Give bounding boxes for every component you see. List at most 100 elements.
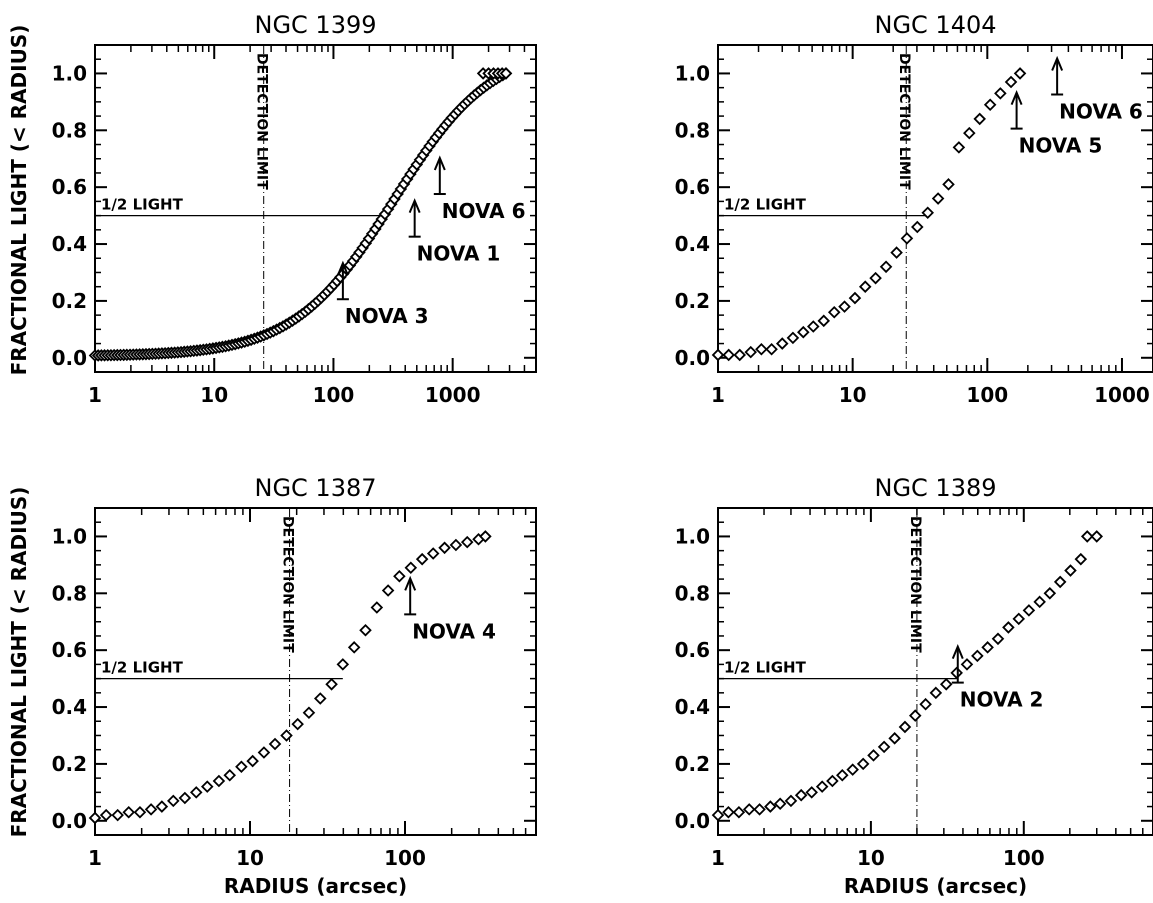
- x-axis-label: RADIUS (arcsec): [844, 874, 1027, 898]
- data-point: [223, 769, 237, 782]
- x-tick-label: 10: [839, 383, 867, 407]
- data-point: [144, 803, 158, 816]
- data-point: [952, 141, 966, 154]
- data-point: [764, 800, 777, 813]
- y-tick-label: 0.8: [675, 118, 710, 142]
- y-tick-label: 0.0: [675, 346, 710, 370]
- data-point: [856, 757, 870, 771]
- y-axis-label-top: FRACTIONAL LIGHT (< RADIUS): [7, 25, 31, 376]
- y-tick-label: 1.0: [52, 524, 87, 548]
- data-point: [784, 794, 798, 808]
- data-point: [1090, 530, 1104, 543]
- data-point: [415, 552, 429, 566]
- data-point: [711, 348, 725, 362]
- data-point: [908, 709, 922, 722]
- data-point: [879, 260, 893, 274]
- data-point: [805, 786, 818, 799]
- y-tick-label: 0.4: [52, 695, 87, 719]
- nova-label: NOVA 1: [417, 242, 501, 266]
- data-point: [722, 348, 735, 362]
- x-tick-label: 1000: [425, 383, 481, 407]
- data-point: [1002, 621, 1015, 634]
- data-point: [773, 797, 787, 810]
- data-point: [765, 342, 778, 356]
- data-point: [246, 754, 259, 768]
- data-point: [929, 686, 943, 700]
- arrow-head: [433, 155, 446, 171]
- data-point: [942, 178, 955, 191]
- data-point: [848, 291, 862, 305]
- y-tick-label: 0.8: [675, 581, 710, 605]
- nova-annotation: NOVA 1: [408, 198, 501, 266]
- chart-title: NGC 1404: [874, 11, 996, 39]
- data-point: [235, 760, 248, 774]
- data-point: [732, 805, 746, 819]
- data-point: [817, 314, 831, 328]
- data-point: [711, 808, 725, 822]
- plot-frame: [717, 44, 1153, 373]
- data-point: [786, 331, 800, 345]
- data-point: [775, 337, 789, 350]
- data-point: [393, 569, 406, 583]
- chart-panel-1: NGC 1404 0.0 0.2 0.4 0.6 0.8 1.0 1 10 100 1000 DETE…: [675, 11, 1153, 407]
- data-point: [178, 791, 192, 805]
- nova-annotation: NOVA 6: [433, 155, 525, 223]
- half-light-label: 1/2 LIGHT: [101, 196, 184, 214]
- data-point: [722, 805, 735, 819]
- x-tick-label: 1000: [1094, 383, 1150, 407]
- data-point: [931, 192, 945, 205]
- x-tick-label: 100: [384, 846, 426, 870]
- data-point: [155, 800, 169, 813]
- data-point: [973, 112, 986, 126]
- chart-panel-3: NGC 1389 0.0 0.2 0.4 0.6 0.8 1.0 1 10 100 DETECTIO…: [675, 474, 1153, 898]
- x-tick-label: 100: [1003, 846, 1045, 870]
- data-series: [711, 67, 1027, 362]
- data-point: [1074, 552, 1088, 566]
- y-tick-label: 0.8: [52, 581, 87, 605]
- data-point: [867, 749, 880, 762]
- chart-title: NGC 1399: [254, 11, 376, 39]
- data-point: [336, 658, 350, 671]
- data-point: [794, 788, 808, 802]
- data-point: [302, 706, 316, 720]
- data-point: [755, 342, 768, 356]
- y-tick-label: 0.2: [675, 289, 710, 313]
- x-tick-label: 1: [711, 846, 725, 870]
- nova-label: NOVA 3: [345, 304, 429, 328]
- data-point: [858, 280, 872, 293]
- nova-label: NOVA 5: [1019, 134, 1103, 158]
- data-point: [268, 737, 282, 751]
- x-tick-label: 10: [200, 383, 228, 407]
- data-point: [826, 774, 839, 788]
- chart-panel-0: NGC 1399 0.0 0.2 0.4 0.6 0.8 1.0 1 10 100 1000 DETE…: [52, 11, 537, 407]
- detection-limit-label: DETECTION LIMIT: [896, 53, 912, 190]
- x-tick-label: 1: [711, 383, 725, 407]
- data-point: [347, 641, 361, 654]
- data-point: [167, 794, 180, 808]
- plot-frame: [94, 507, 537, 836]
- half-light-label: 1/2 LIGHT: [724, 196, 807, 214]
- x-tick-label: 1: [88, 383, 102, 407]
- y-tick-label: 0.6: [52, 175, 87, 199]
- data-point: [325, 678, 338, 691]
- y-tick-label: 0.6: [52, 638, 87, 662]
- nova-annotation: NOVA 5: [1010, 90, 1103, 158]
- arrow-head: [1051, 55, 1064, 71]
- x-tick-label: 100: [966, 383, 1008, 407]
- nova-annotation: NOVA 6: [1051, 55, 1143, 123]
- nova-annotation: NOVA 3: [336, 260, 429, 328]
- y-tick-label: 0.0: [52, 809, 87, 833]
- y-tick-label: 0.0: [52, 346, 87, 370]
- data-point: [479, 530, 492, 543]
- arrow-head: [404, 575, 417, 591]
- nova-label: NOVA 2: [960, 688, 1044, 712]
- y-tick-label: 0.2: [52, 289, 87, 313]
- data-point: [742, 803, 756, 816]
- data-point: [733, 348, 747, 362]
- y-tick-label: 0.4: [52, 232, 87, 256]
- data-point: [111, 808, 124, 822]
- x-tick-label: 1: [88, 846, 102, 870]
- data-point: [939, 678, 953, 691]
- y-tick-label: 0.0: [675, 809, 710, 833]
- data-point: [426, 547, 440, 560]
